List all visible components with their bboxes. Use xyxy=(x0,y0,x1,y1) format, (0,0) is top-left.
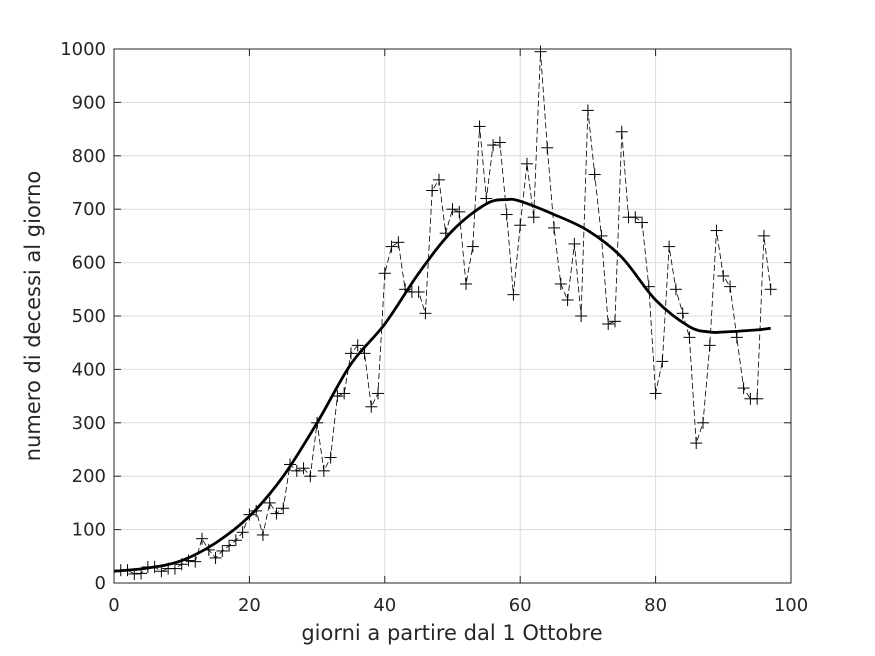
y-tick-label: 400 xyxy=(72,359,106,380)
daily-deaths-marker xyxy=(426,184,439,197)
daily-deaths-marker xyxy=(453,205,466,218)
daily-deaths-marker xyxy=(385,240,398,253)
daily-deaths-marker xyxy=(669,283,682,296)
daily-deaths-marker xyxy=(649,387,662,400)
daily-deaths-marker xyxy=(344,347,357,360)
daily-deaths-marker xyxy=(432,173,445,186)
daily-deaths-marker xyxy=(500,208,513,221)
daily-deaths-marker xyxy=(297,462,310,475)
y-tick-label: 0 xyxy=(95,573,106,594)
daily-deaths-marker xyxy=(466,240,479,253)
daily-deaths-marker xyxy=(216,544,229,557)
daily-deaths-marker xyxy=(263,496,276,509)
y-axis-title: numero di decessi al giorno xyxy=(21,171,45,461)
x-tick-label: 100 xyxy=(774,595,808,616)
trend-curve xyxy=(113,197,771,573)
daily-deaths-marker xyxy=(615,125,628,138)
y-tick-label: 800 xyxy=(72,146,106,167)
daily-deaths-marker xyxy=(460,277,473,290)
daily-deaths-marker xyxy=(690,437,703,450)
y-tick-label: 500 xyxy=(72,306,106,327)
daily-deaths-marker xyxy=(270,507,283,520)
daily-deaths-marker xyxy=(561,293,574,306)
daily-deaths-marker xyxy=(710,224,723,237)
daily-deaths-marker xyxy=(757,229,770,242)
daily-deaths-marker xyxy=(317,464,330,477)
daily-deaths-marker xyxy=(209,551,222,564)
y-tick-label: 700 xyxy=(72,199,106,220)
daily-deaths-marker xyxy=(730,331,743,344)
daily-deaths-marker xyxy=(290,464,303,477)
x-axis-title: giorni a partire dal 1 Ottobre xyxy=(301,621,602,645)
daily-deaths-marker xyxy=(196,532,209,545)
daily-deaths-marker xyxy=(696,416,709,429)
daily-deaths-marker xyxy=(629,211,642,224)
ticks: 0 20 40 60 80 1000100200300400500600700800900… xyxy=(60,39,808,616)
daily-deaths-marker xyxy=(473,120,486,133)
daily-deaths-marker xyxy=(534,45,547,58)
series-layer xyxy=(113,45,777,580)
daily-deaths-marker xyxy=(351,339,364,352)
daily-deaths-marker xyxy=(419,307,432,320)
daily-deaths-marker xyxy=(223,539,236,552)
daily-deaths-marker xyxy=(520,157,533,170)
daily-deaths-marker xyxy=(229,534,242,547)
daily-deaths-marker xyxy=(507,288,520,301)
daily-deaths-marker xyxy=(703,339,716,352)
daily-deaths-marker xyxy=(304,470,317,483)
daily-deaths-marker xyxy=(392,236,405,249)
daily-deaths-marker xyxy=(487,139,500,152)
daily-deaths-marker xyxy=(324,451,337,464)
daily-deaths-marker xyxy=(608,315,621,328)
daily-deaths-marker xyxy=(527,211,540,224)
y-tick-label: 1000 xyxy=(60,39,106,60)
daily-deaths-marker xyxy=(602,318,615,331)
daily-deaths-marker xyxy=(724,280,737,293)
daily-deaths-marker xyxy=(189,555,202,568)
daily-deaths-marker xyxy=(656,355,669,368)
daily-deaths-marker xyxy=(751,392,764,405)
daily-deaths-marker xyxy=(541,141,554,154)
daily-deaths-marker xyxy=(548,221,561,234)
daily-deaths-marker xyxy=(737,382,750,395)
x-tick-label: 40 xyxy=(373,595,396,616)
daily-deaths-marker xyxy=(581,104,594,117)
daily-deaths-marker xyxy=(155,565,168,578)
daily-deaths-marker xyxy=(236,526,249,539)
x-tick-label: 80 xyxy=(644,595,667,616)
daily-deaths-marker xyxy=(636,216,649,229)
daily-deaths-marker xyxy=(446,203,459,216)
daily-deaths-marker xyxy=(378,267,391,280)
y-tick-label: 100 xyxy=(72,520,106,541)
daily-deaths-marker xyxy=(256,528,269,541)
daily-deaths-marker xyxy=(277,502,290,515)
daily-deaths-marker xyxy=(412,285,425,298)
daily-deaths-marker xyxy=(365,400,378,413)
daily-deaths-marker xyxy=(568,237,581,250)
x-tick-label: 60 xyxy=(509,595,532,616)
daily-deaths-marker xyxy=(764,283,777,296)
y-tick-label: 200 xyxy=(72,466,106,487)
daily-deaths-marker xyxy=(588,168,601,181)
x-tick-label: 0 xyxy=(108,595,119,616)
y-tick-label: 600 xyxy=(72,253,106,274)
daily-deaths-marker xyxy=(575,310,588,322)
daily-deaths-marker xyxy=(168,562,181,575)
daily-deaths-marker xyxy=(554,277,567,290)
daily-deaths-marker xyxy=(683,331,696,344)
y-tick-label: 300 xyxy=(72,413,106,434)
daily-deaths-marker xyxy=(676,307,689,320)
daily-deaths-marker xyxy=(514,219,527,232)
daily-deaths-marker xyxy=(338,387,351,400)
daily-deaths-marker xyxy=(493,136,506,149)
daily-deaths-marker xyxy=(717,269,730,282)
daily-deaths-marker xyxy=(372,387,385,400)
x-tick-label: 20 xyxy=(238,595,261,616)
y-tick-label: 900 xyxy=(72,92,106,113)
daily-deaths-marker xyxy=(663,240,676,253)
